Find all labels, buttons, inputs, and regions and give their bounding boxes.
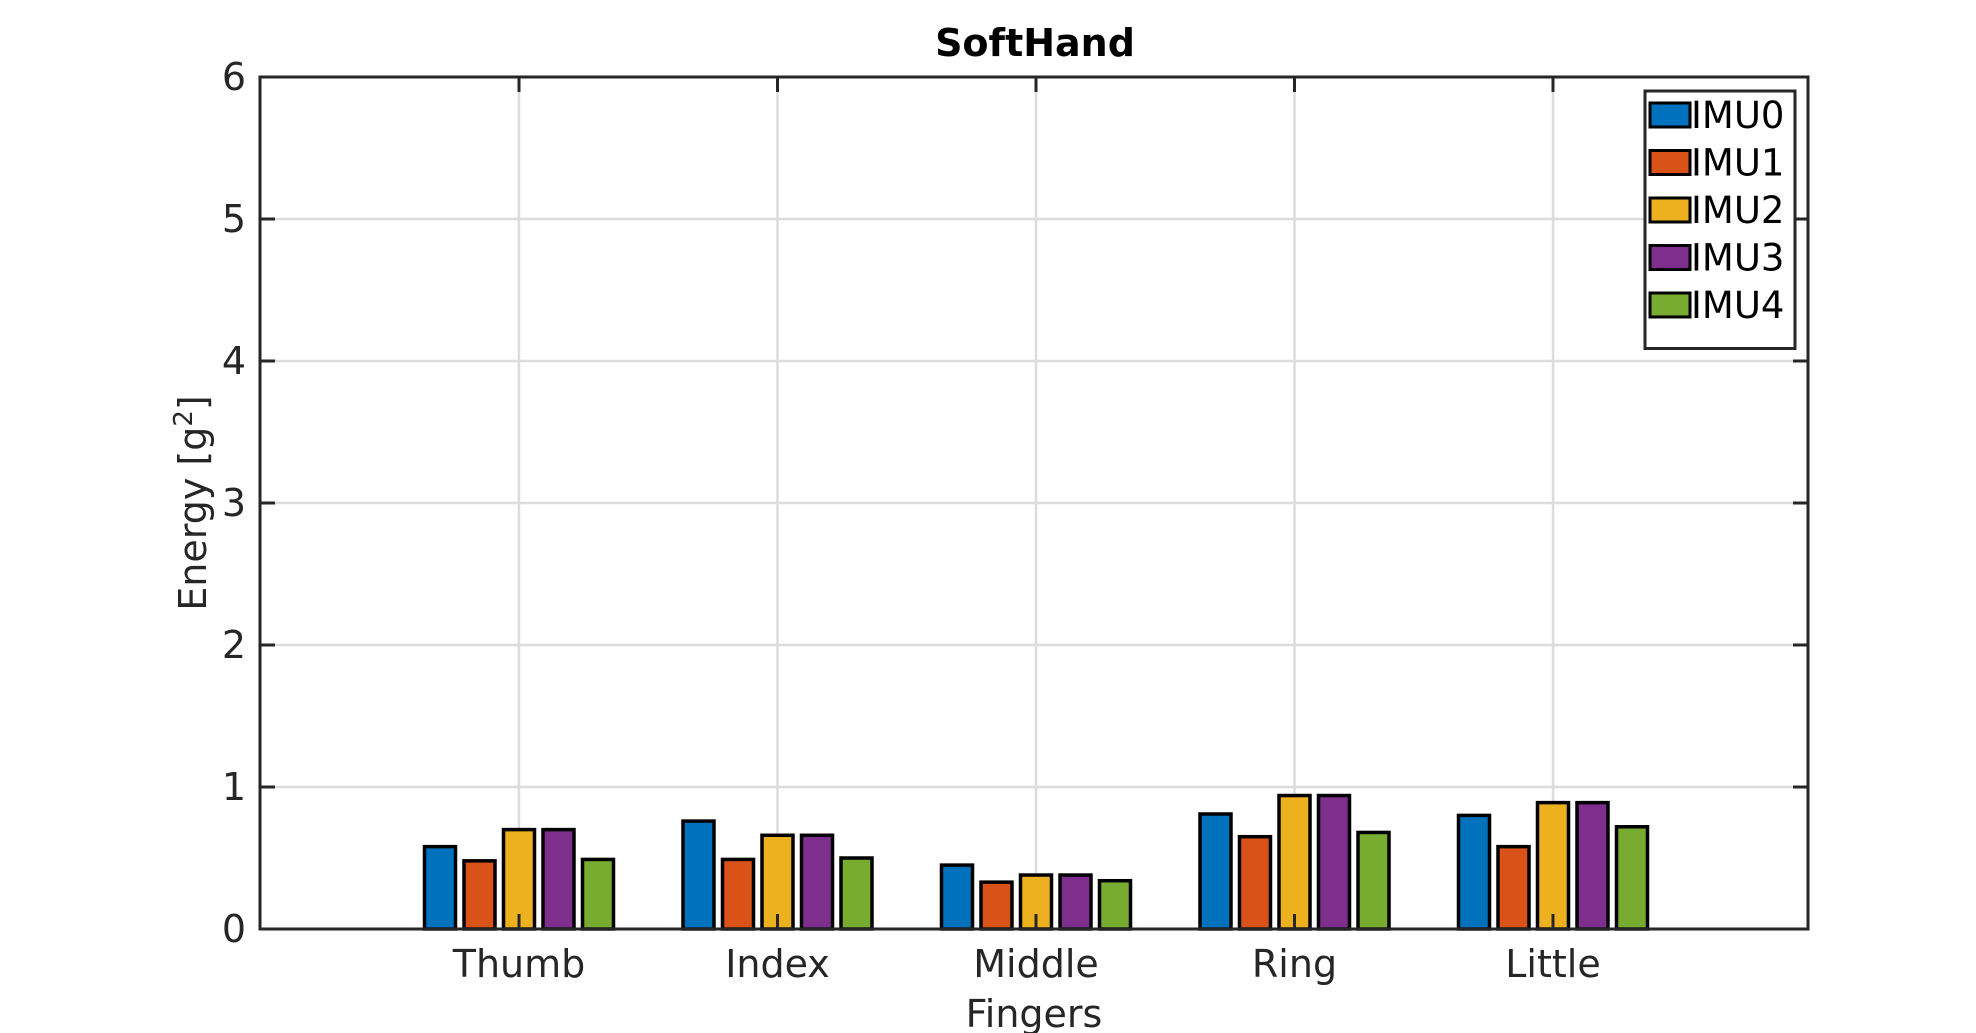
bar-imu3-ring — [1316, 793, 1352, 931]
bar-imu0-ring — [1198, 812, 1233, 931]
y-axis-label-exponent: 2 — [169, 410, 199, 427]
bar-imu3-middle — [1058, 873, 1093, 931]
bar-imu3-little — [1575, 800, 1610, 931]
x-axis-label: Fingers — [966, 992, 1103, 1033]
bar-imu4-index — [839, 856, 874, 931]
bar-imu0-middle — [939, 863, 975, 931]
bar-imu1-little — [1496, 844, 1531, 931]
x-tick-label: Little — [1505, 942, 1600, 986]
y-tick-label: 5 — [222, 197, 246, 241]
bar-imu4-ring — [1356, 830, 1391, 931]
legend-label-imu3: IMU3 — [1691, 237, 1784, 280]
bar-imu2-index — [760, 833, 795, 931]
legend-swatch-imu1 — [1648, 149, 1692, 176]
x-tick-label: Thumb — [452, 942, 586, 986]
x-tick-labels: Thumb Index Middle Ring Little — [452, 942, 1601, 986]
legend-swatch-imu0 — [1648, 101, 1692, 129]
legend-label-imu4: IMU4 — [1691, 284, 1784, 327]
legend-label-imu1: IMU1 — [1691, 142, 1784, 185]
y-tick-label: 0 — [222, 907, 246, 951]
y-tick-label: 6 — [222, 55, 246, 99]
bar-imu4-middle — [1097, 878, 1133, 931]
y-tick-labels: 0 1 2 3 4 5 6 — [222, 55, 246, 951]
bar-imu2-little — [1535, 800, 1571, 931]
y-axis-label: Energy [g2] — [169, 395, 215, 610]
y-axis-label-end: ] — [171, 395, 215, 410]
x-tick-label: Ring — [1252, 942, 1337, 986]
bar-imu0-thumb — [422, 844, 458, 931]
bar-imu0-little — [1456, 813, 1492, 931]
bar-imu4-little — [1614, 825, 1650, 931]
bar-imu0-index — [681, 819, 716, 931]
bar-imu1-thumb — [462, 859, 497, 931]
bar-imu1-ring — [1237, 834, 1273, 931]
bar-imu3-index — [799, 833, 835, 931]
legend-swatch-imu3 — [1648, 244, 1692, 271]
legend-label-imu0: IMU0 — [1691, 94, 1784, 137]
bar-imu4-thumb — [580, 857, 616, 931]
axis-ticks — [260, 75, 1808, 931]
bar-imu1-index — [720, 857, 756, 931]
y-tick-label: 1 — [222, 765, 246, 809]
y-tick-label: 3 — [222, 481, 246, 525]
x-tick-label: Middle — [973, 942, 1099, 986]
x-tick-label: Index — [725, 942, 830, 986]
bar-imu3-thumb — [541, 827, 576, 931]
y-axis-label-main: Energy [g — [171, 427, 215, 611]
legend-swatch-imu4 — [1648, 291, 1692, 319]
bar-imu1-middle — [979, 880, 1014, 931]
chart-title: SoftHand — [935, 21, 1135, 65]
grid-lines — [260, 75, 1808, 931]
bar-imu2-thumb — [501, 827, 537, 931]
bar-imu2-ring — [1277, 793, 1312, 931]
legend-label-imu2: IMU2 — [1691, 189, 1784, 232]
y-tick-label: 2 — [222, 623, 246, 667]
y-tick-label: 4 — [222, 339, 246, 383]
legend-swatch-imu2 — [1648, 196, 1692, 224]
